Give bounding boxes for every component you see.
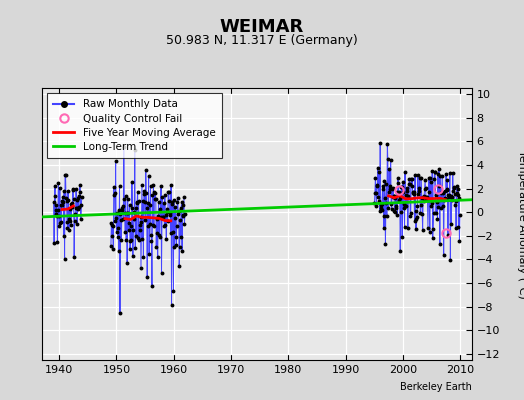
Y-axis label: Temperature Anomaly (°C): Temperature Anomaly (°C) (517, 150, 524, 298)
Legend: Raw Monthly Data, Quality Control Fail, Five Year Moving Average, Long-Term Tren: Raw Monthly Data, Quality Control Fail, … (47, 93, 222, 158)
Text: Berkeley Earth: Berkeley Earth (400, 382, 472, 392)
Text: WEIMAR: WEIMAR (220, 18, 304, 36)
Text: 50.983 N, 11.317 E (Germany): 50.983 N, 11.317 E (Germany) (166, 34, 358, 47)
